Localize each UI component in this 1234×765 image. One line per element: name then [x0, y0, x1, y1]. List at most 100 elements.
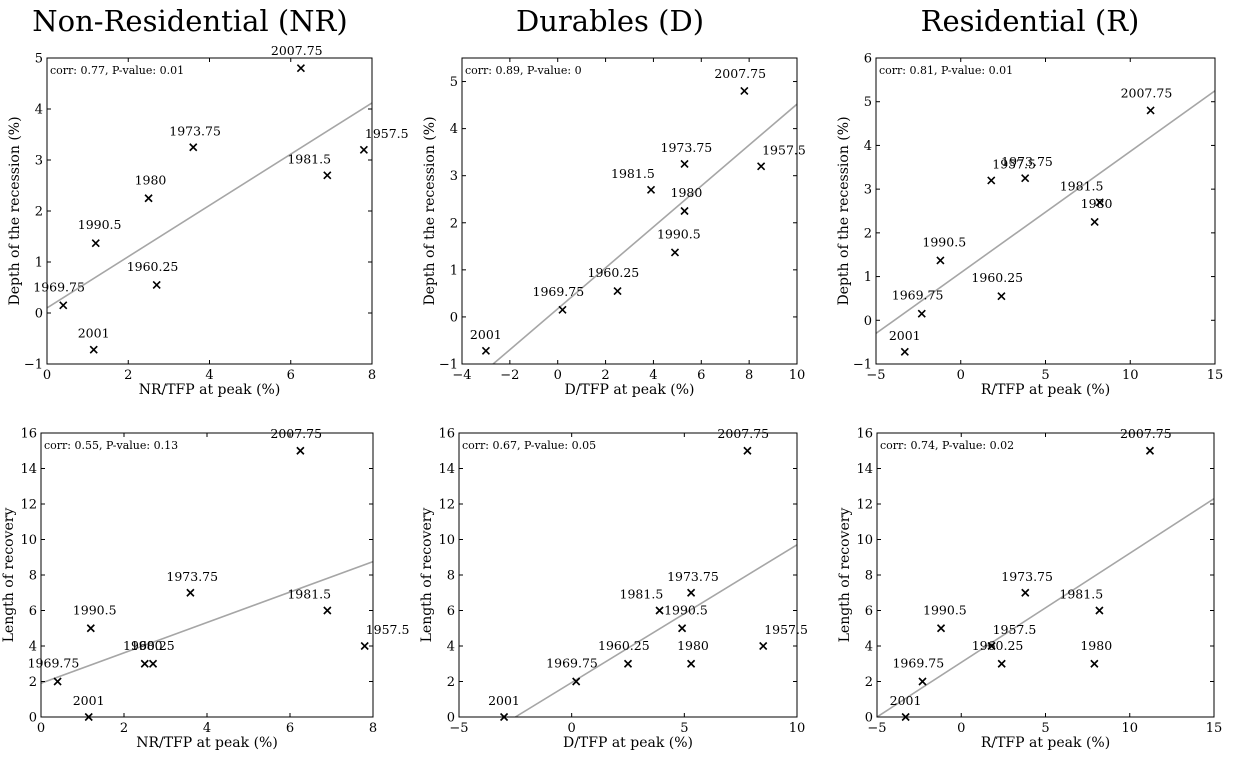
point-label: 1969.75 [546, 656, 598, 671]
point-marker [296, 64, 305, 73]
point-label: 2001 [890, 693, 922, 708]
correlation-annotation: corr: 0.89, P-value: 0 [465, 64, 582, 77]
data-point-1990.5: 1990.5 [923, 602, 967, 633]
point-marker [680, 206, 689, 216]
y-tick-label: 3 [450, 169, 458, 184]
data-point-1980: 1980 [131, 638, 163, 668]
x-tick-label: 10 [789, 721, 806, 736]
y-tick-label: 12 [20, 498, 37, 513]
data-point-2007.75: 2007.75 [717, 426, 769, 455]
data-point-1973.75: 1973.75 [661, 140, 712, 168]
point-label: 1981.5 [1060, 178, 1104, 193]
point-marker [148, 659, 158, 668]
point-label: 1969.75 [892, 656, 944, 671]
point-marker [86, 624, 95, 633]
x-tick-label: 15 [1207, 368, 1224, 383]
point-marker [1095, 198, 1104, 207]
y-tick-label: 10 [20, 533, 37, 548]
column-title-2: Residential (R) [921, 4, 1140, 38]
point-label: 1990.5 [664, 602, 708, 617]
point-label: 1990.5 [922, 234, 966, 249]
x-tick-label: −5 [867, 721, 886, 736]
x-tick-label: 10 [1122, 368, 1139, 383]
point-marker [757, 162, 766, 171]
point-marker [360, 641, 369, 651]
chart-panel-2: −5 0 5 10 15 −1 0 1 2 3 4 5 6 R/TFP at peak (%) Depth … [836, 52, 1223, 399]
point-label: 1973.75 [667, 569, 719, 584]
fit-line [41, 560, 373, 685]
x-tick-label: 0 [957, 368, 965, 383]
x-axis-label: NR/TFP at peak (%) [136, 735, 278, 751]
point-label: 1981.5 [611, 166, 655, 181]
column-title-1: Durables (D) [516, 4, 704, 38]
data-point-1969.75: 1969.75 [892, 288, 943, 318]
x-axis-label: D/TFP at peak (%) [563, 735, 693, 751]
x-tick-label: 8 [745, 368, 753, 383]
y-tick-label: 5 [35, 52, 43, 67]
point-label: 1973.75 [169, 123, 221, 138]
y-axis-label: Depth of the recession (%) [7, 116, 23, 305]
x-tick-label: 15 [1206, 721, 1223, 736]
point-marker [987, 641, 996, 651]
x-tick-label: 5 [680, 721, 688, 736]
point-label: 2007.75 [717, 426, 769, 441]
point-label: 2001 [470, 327, 502, 342]
x-tick-label: −4 [452, 368, 471, 383]
correlation-annotation: corr: 0.77, P-value: 0.01 [50, 64, 184, 77]
point-marker [1095, 606, 1104, 615]
y-tick-label: 2 [864, 226, 872, 241]
y-tick-label: 0 [447, 711, 455, 726]
point-label: 2001 [78, 326, 110, 341]
point-label: 1973.75 [1001, 154, 1053, 169]
point-label: 1980 [671, 185, 703, 200]
data-point-1973.75: 1973.75 [1001, 569, 1053, 597]
correlation-annotation: corr: 0.67, P-value: 0.05 [462, 439, 596, 452]
data-point-1973.75: 1973.75 [667, 569, 719, 597]
data-point-2001: 2001 [78, 326, 110, 354]
plot-frame [875, 57, 1216, 365]
data-point-1973.75: 1973.75 [1001, 154, 1053, 183]
x-tick-label: 0 [554, 368, 562, 383]
point-label: 1990.5 [923, 602, 967, 617]
x-tick-label: −2 [500, 368, 519, 383]
y-tick-label: 12 [438, 498, 455, 513]
point-marker [987, 176, 996, 185]
point-label: 1960.25 [588, 265, 640, 280]
point-label: 1960.25 [123, 638, 175, 653]
point-marker [670, 248, 680, 257]
x-tick-label: 5 [1041, 721, 1049, 736]
point-label: 2001 [889, 328, 921, 343]
point-label: 1957.5 [992, 156, 1036, 171]
x-axis-label: NR/TFP at peak (%) [139, 382, 281, 398]
point-label: 1960.25 [598, 638, 650, 653]
data-point-1990.5: 1990.5 [73, 602, 117, 633]
y-tick-label: 2 [865, 675, 873, 690]
point-label: 1981.5 [287, 151, 331, 166]
point-marker [84, 712, 93, 722]
fit-line [492, 103, 797, 364]
y-tick-label: 14 [856, 462, 873, 477]
y-tick-label: 16 [438, 427, 455, 442]
point-marker [89, 345, 98, 354]
point-label: 2007.75 [1120, 426, 1172, 441]
y-tick-label: 5 [864, 95, 872, 110]
y-tick-label: 2 [35, 205, 43, 220]
point-marker [680, 159, 689, 168]
point-label: 2001 [73, 693, 105, 708]
point-marker [144, 194, 153, 203]
x-tick-label: 6 [697, 368, 705, 383]
y-tick-label: 4 [864, 139, 872, 154]
point-marker [500, 712, 509, 722]
data-point-1990.5: 1990.5 [664, 602, 708, 633]
x-tick-label: 2 [601, 368, 609, 383]
data-point-1973.75: 1973.75 [166, 569, 218, 597]
y-tick-label: 6 [29, 604, 37, 619]
point-marker [1021, 588, 1030, 597]
point-marker [687, 659, 696, 668]
point-marker [613, 286, 622, 296]
point-label: 1960.25 [971, 270, 1023, 285]
point-label: 2007.75 [1121, 85, 1173, 100]
y-axis-label: Length of recovery [1, 508, 17, 643]
data-point-1969.75: 1969.75 [892, 656, 944, 686]
